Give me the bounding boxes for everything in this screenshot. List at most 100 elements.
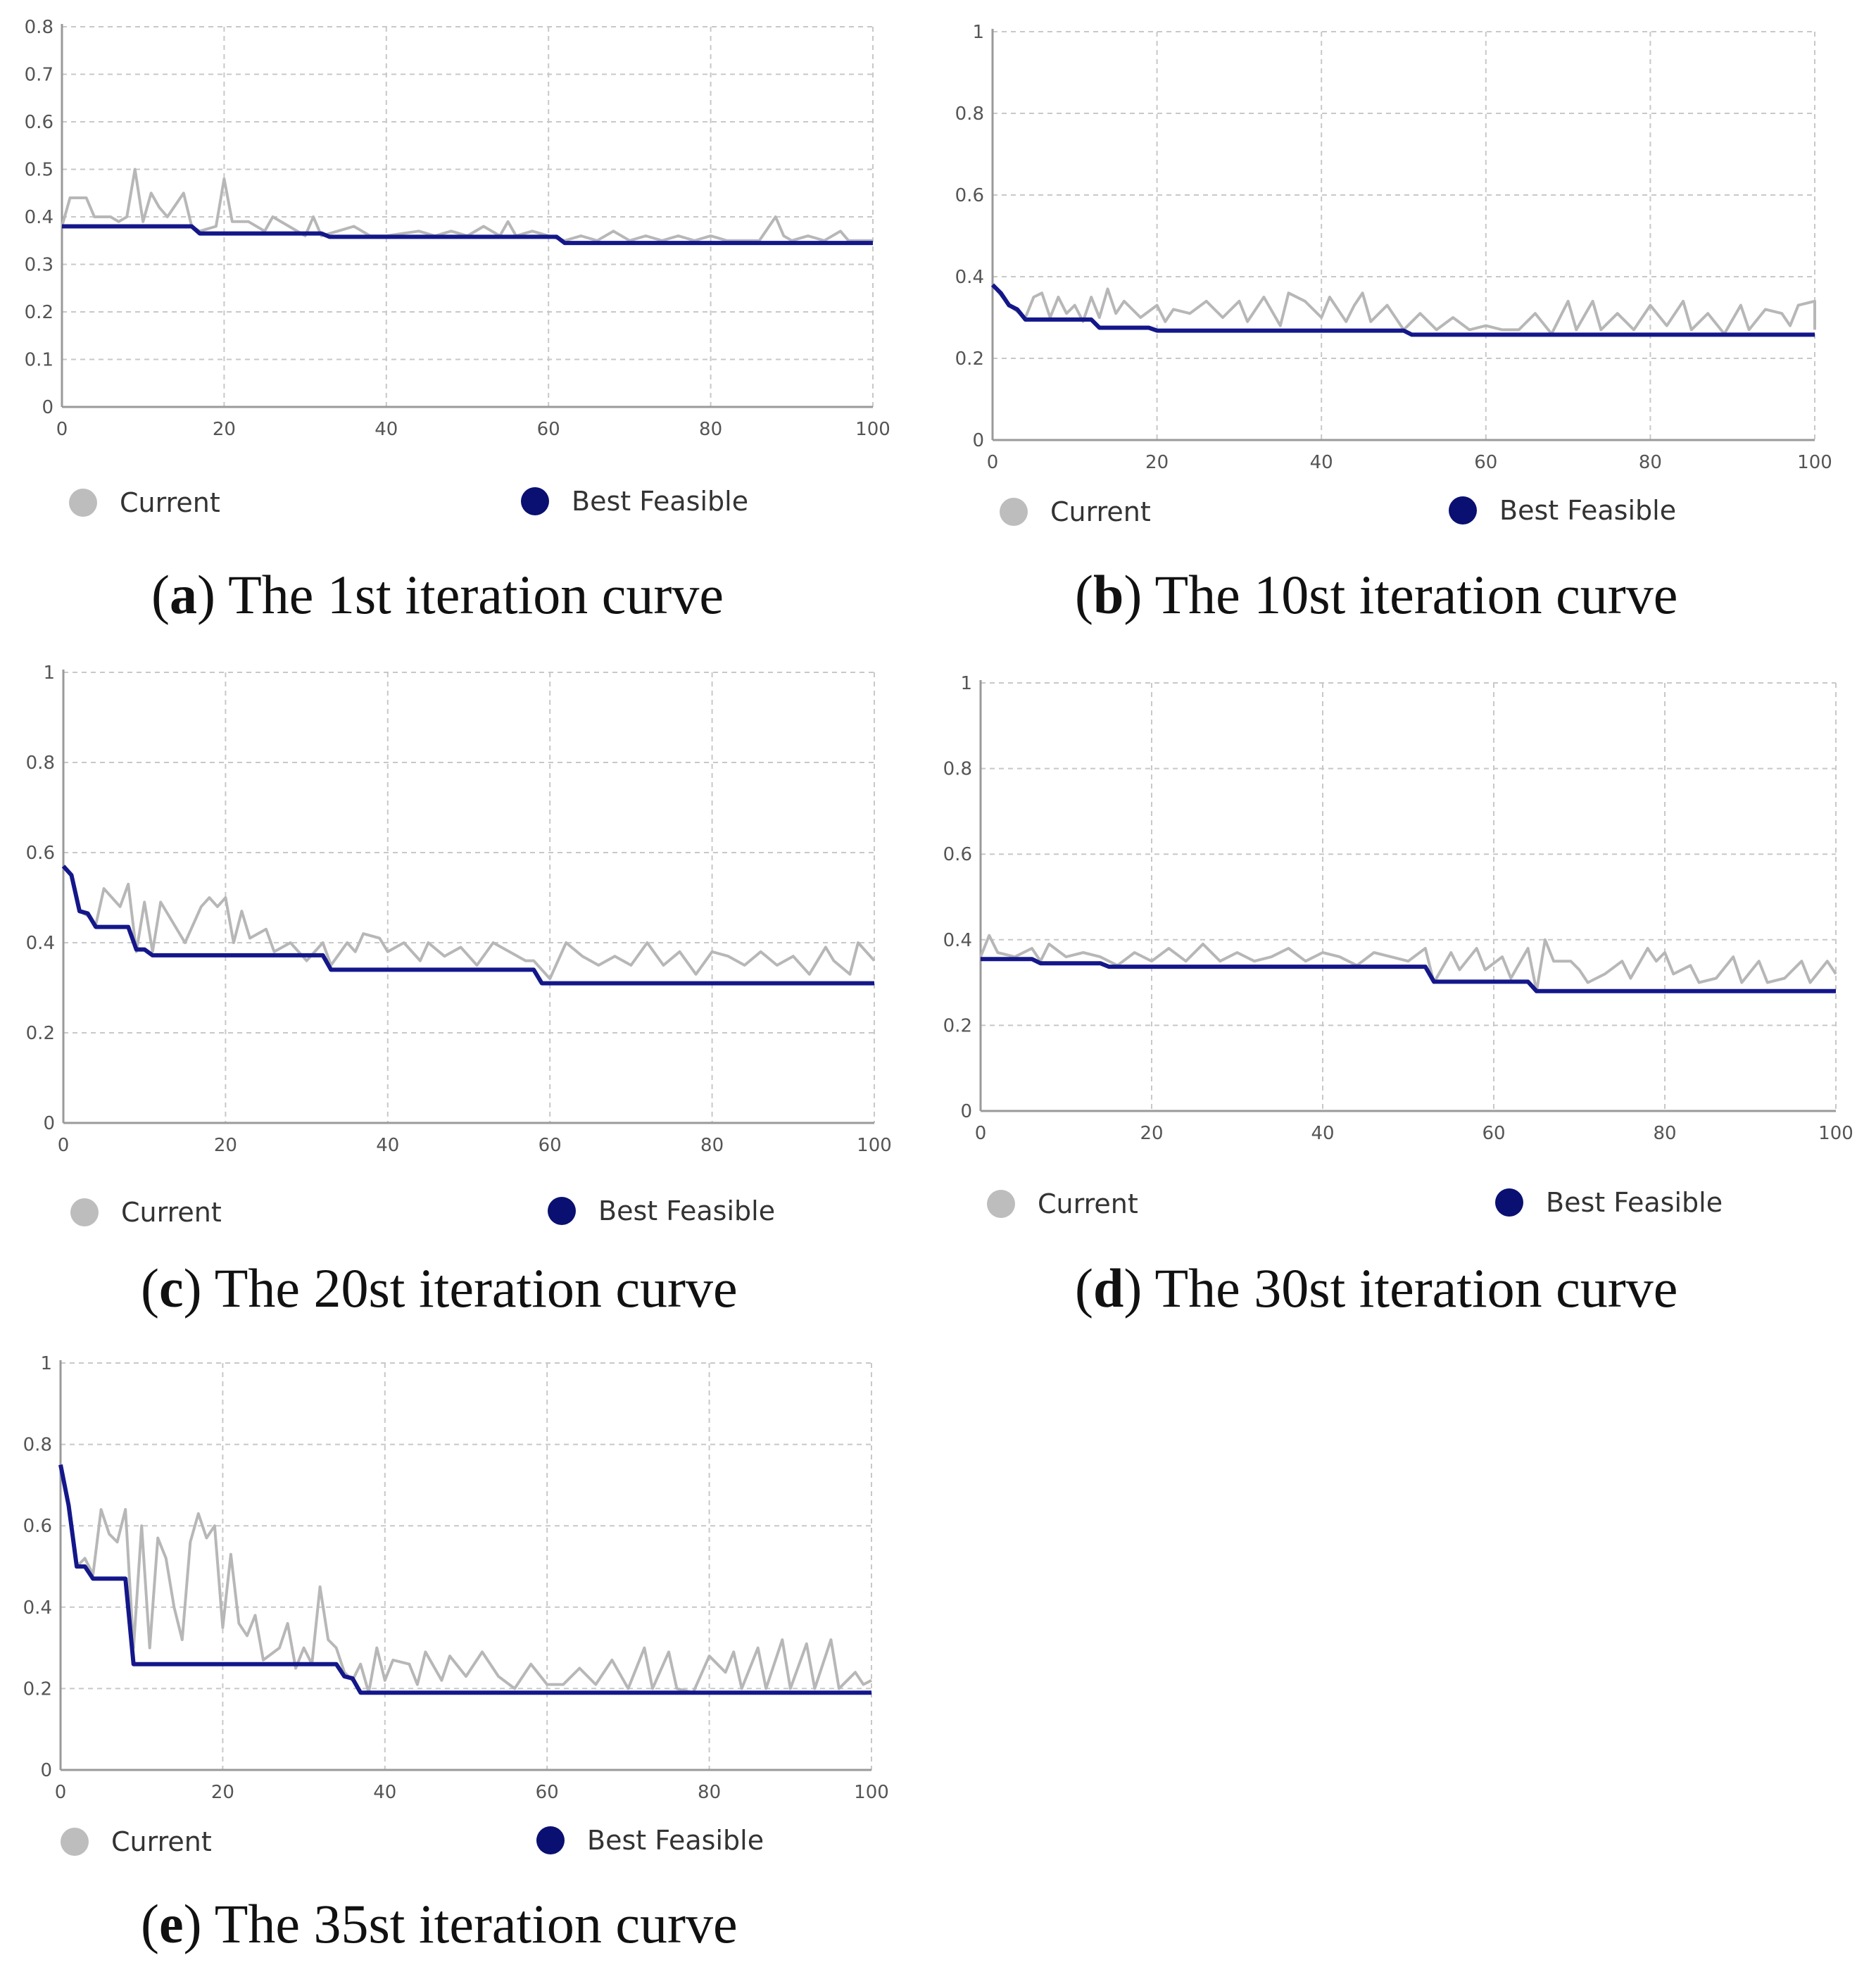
y-tick-label: 0.6 bbox=[25, 112, 53, 133]
caption-b: (b) The 10st iteration curve bbox=[1075, 564, 1678, 625]
x-tick-label: 60 bbox=[539, 1135, 562, 1156]
legend-best-label: Best Feasible bbox=[598, 1195, 776, 1226]
x-tick-label: 0 bbox=[58, 1135, 70, 1156]
legend-current-label: Current bbox=[1038, 1188, 1138, 1219]
x-tick-label: 80 bbox=[698, 1782, 721, 1803]
current-line bbox=[979, 934, 1837, 993]
y-tick-label: 0.4 bbox=[26, 933, 55, 954]
chart-panel-e: 0 0.2 0.4 0.6 0.8 1 0 20 40 60 80 100 Current Best … bbox=[0, 1338, 936, 1972]
x-tick-label: 100 bbox=[1797, 452, 1832, 473]
gray-dot-icon bbox=[987, 1190, 1015, 1218]
caption-a: (a) The 1st iteration curve bbox=[151, 564, 724, 625]
y-tick-label: 1 bbox=[960, 673, 972, 694]
y-tick-label: 0.4 bbox=[955, 267, 984, 288]
caption-letter: c bbox=[158, 1257, 184, 1319]
chart-plot-e: 0 0.2 0.4 0.6 0.8 1 0 20 40 60 80 100 bbox=[23, 1353, 889, 1803]
caption-letter: b bbox=[1093, 564, 1124, 625]
x-tick-label: 80 bbox=[1653, 1123, 1676, 1144]
x-tick-label: 100 bbox=[854, 1782, 889, 1803]
current-line bbox=[59, 1464, 872, 1695]
best-feasible-line bbox=[61, 865, 874, 986]
y-tick-label: 0 bbox=[972, 430, 984, 451]
y-tick-label: 0.8 bbox=[943, 759, 972, 780]
y-tick-label: 0.2 bbox=[23, 1678, 52, 1700]
navy-dot-icon bbox=[548, 1197, 576, 1225]
y-tick-label: 0.8 bbox=[23, 1435, 52, 1456]
legend-best-label: Best Feasible bbox=[572, 486, 749, 517]
best-feasible-line bbox=[981, 957, 1836, 993]
caption-letter: d bbox=[1093, 1257, 1124, 1319]
gray-dot-icon bbox=[69, 489, 97, 517]
caption-e: (e) The 35st iteration curve bbox=[141, 1893, 738, 1954]
gray-dot-icon bbox=[70, 1198, 99, 1226]
x-tick-label: 40 bbox=[373, 1782, 396, 1803]
legend-best-a: Best Feasible bbox=[521, 486, 748, 517]
y-tick-label: 0.4 bbox=[943, 930, 972, 951]
chart-panel-a: 0 0.1 0.2 0.3 0.4 0.5 0.6 0.7 0.8 0 20 40 60 80 100 Cu… bbox=[0, 0, 936, 634]
legend-current-a: Current bbox=[69, 487, 220, 518]
current-line bbox=[991, 284, 1816, 336]
best-feasible-line bbox=[62, 224, 873, 246]
x-tick-label: 0 bbox=[56, 419, 68, 440]
x-tick-label: 20 bbox=[1140, 1123, 1163, 1144]
caption-text: The 10st iteration curve bbox=[1154, 564, 1678, 625]
legend-current-b: Current bbox=[1000, 496, 1151, 527]
y-tick-label: 0.2 bbox=[955, 348, 984, 370]
y-tick-label: 0.5 bbox=[25, 160, 53, 181]
y-tick-label: 0.6 bbox=[955, 185, 984, 206]
x-tick-label: 20 bbox=[1145, 452, 1169, 473]
legend-current-d: Current bbox=[987, 1188, 1138, 1219]
chart-panel-d: 0 0.2 0.4 0.6 0.8 1 0 20 40 60 80 100 Current Best … bbox=[936, 641, 1876, 1338]
x-tick-label: 60 bbox=[536, 1782, 559, 1803]
y-tick-label: 0.2 bbox=[26, 1023, 55, 1044]
y-tick-label: 1 bbox=[43, 662, 55, 684]
x-tick-label: 40 bbox=[374, 419, 398, 440]
caption-d: (d) The 30st iteration curve bbox=[1075, 1257, 1678, 1319]
legend-best-c: Best Feasible bbox=[548, 1195, 775, 1226]
x-tick-label: 60 bbox=[1482, 1123, 1505, 1144]
caption-letter: e bbox=[158, 1893, 184, 1954]
best-feasible-line bbox=[990, 283, 1815, 337]
legend-current-label: Current bbox=[121, 1197, 222, 1228]
x-tick-label: 60 bbox=[1474, 452, 1497, 473]
x-tick-label: 80 bbox=[700, 1135, 724, 1156]
y-tick-label: 0.6 bbox=[23, 1516, 52, 1537]
x-tick-label: 80 bbox=[699, 419, 722, 440]
caption-letter: a bbox=[169, 564, 197, 625]
current-line bbox=[62, 865, 876, 981]
x-tick-label: 80 bbox=[1639, 452, 1662, 473]
chart-plot-d: 0 0.2 0.4 0.6 0.8 1 0 20 40 60 80 100 bbox=[943, 673, 1853, 1144]
navy-dot-icon bbox=[536, 1826, 565, 1854]
x-tick-label: 20 bbox=[213, 419, 236, 440]
chart-panel-b: 0 0.2 0.4 0.6 0.8 1 0 20 40 60 80 100 Current Best … bbox=[936, 0, 1876, 634]
y-tick-label: 1 bbox=[972, 22, 984, 43]
x-tick-label: 0 bbox=[987, 452, 999, 473]
x-tick-label: 40 bbox=[1311, 1123, 1334, 1144]
y-tick-label: 0.8 bbox=[25, 17, 53, 38]
x-tick-label: 100 bbox=[855, 419, 890, 440]
navy-dot-icon bbox=[1449, 496, 1477, 525]
y-tick-label: 1 bbox=[40, 1353, 52, 1374]
y-tick-label: 0 bbox=[40, 1760, 52, 1781]
y-tick-label: 0.8 bbox=[955, 103, 984, 125]
y-tick-label: 0.3 bbox=[25, 255, 53, 276]
legend-current-label: Current bbox=[1050, 496, 1151, 527]
x-tick-label: 20 bbox=[214, 1135, 237, 1156]
navy-dot-icon bbox=[1495, 1188, 1523, 1217]
x-tick-label: 60 bbox=[537, 419, 560, 440]
gray-dot-icon bbox=[61, 1828, 89, 1856]
chart-panel-c: 0 0.2 0.4 0.6 0.8 1 0 20 40 60 80 100 Current Best … bbox=[0, 641, 936, 1338]
legend-best-d: Best Feasible bbox=[1495, 1187, 1723, 1218]
navy-dot-icon bbox=[521, 487, 549, 515]
y-tick-label: 0.1 bbox=[25, 350, 53, 371]
y-tick-label: 0.8 bbox=[26, 753, 55, 774]
y-tick-label: 0 bbox=[960, 1101, 972, 1122]
y-tick-label: 0.2 bbox=[943, 1015, 972, 1036]
legend-current-e: Current bbox=[61, 1826, 212, 1857]
legend-best-label: Best Feasible bbox=[1546, 1187, 1723, 1218]
caption-text: The 20st iteration curve bbox=[214, 1257, 738, 1319]
legend-current-label: Current bbox=[111, 1826, 212, 1857]
x-tick-label: 20 bbox=[211, 1782, 234, 1803]
x-tick-label: 40 bbox=[376, 1135, 399, 1156]
y-tick-label: 0.4 bbox=[25, 207, 53, 228]
